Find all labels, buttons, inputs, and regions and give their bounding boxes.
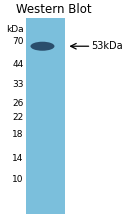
Text: Western Blot: Western Blot: [16, 3, 91, 16]
Ellipse shape: [31, 42, 54, 51]
Bar: [26, 18, 65, 214]
Text: 14: 14: [12, 154, 23, 163]
Text: 70: 70: [12, 37, 23, 46]
Text: 26: 26: [12, 99, 23, 108]
Text: 18: 18: [12, 130, 23, 139]
Text: 44: 44: [12, 60, 23, 69]
Text: 22: 22: [12, 113, 23, 122]
Text: 33: 33: [12, 80, 23, 89]
Text: 53kDa: 53kDa: [91, 41, 123, 51]
Text: kDa: kDa: [6, 25, 23, 34]
Text: 10: 10: [12, 175, 23, 184]
